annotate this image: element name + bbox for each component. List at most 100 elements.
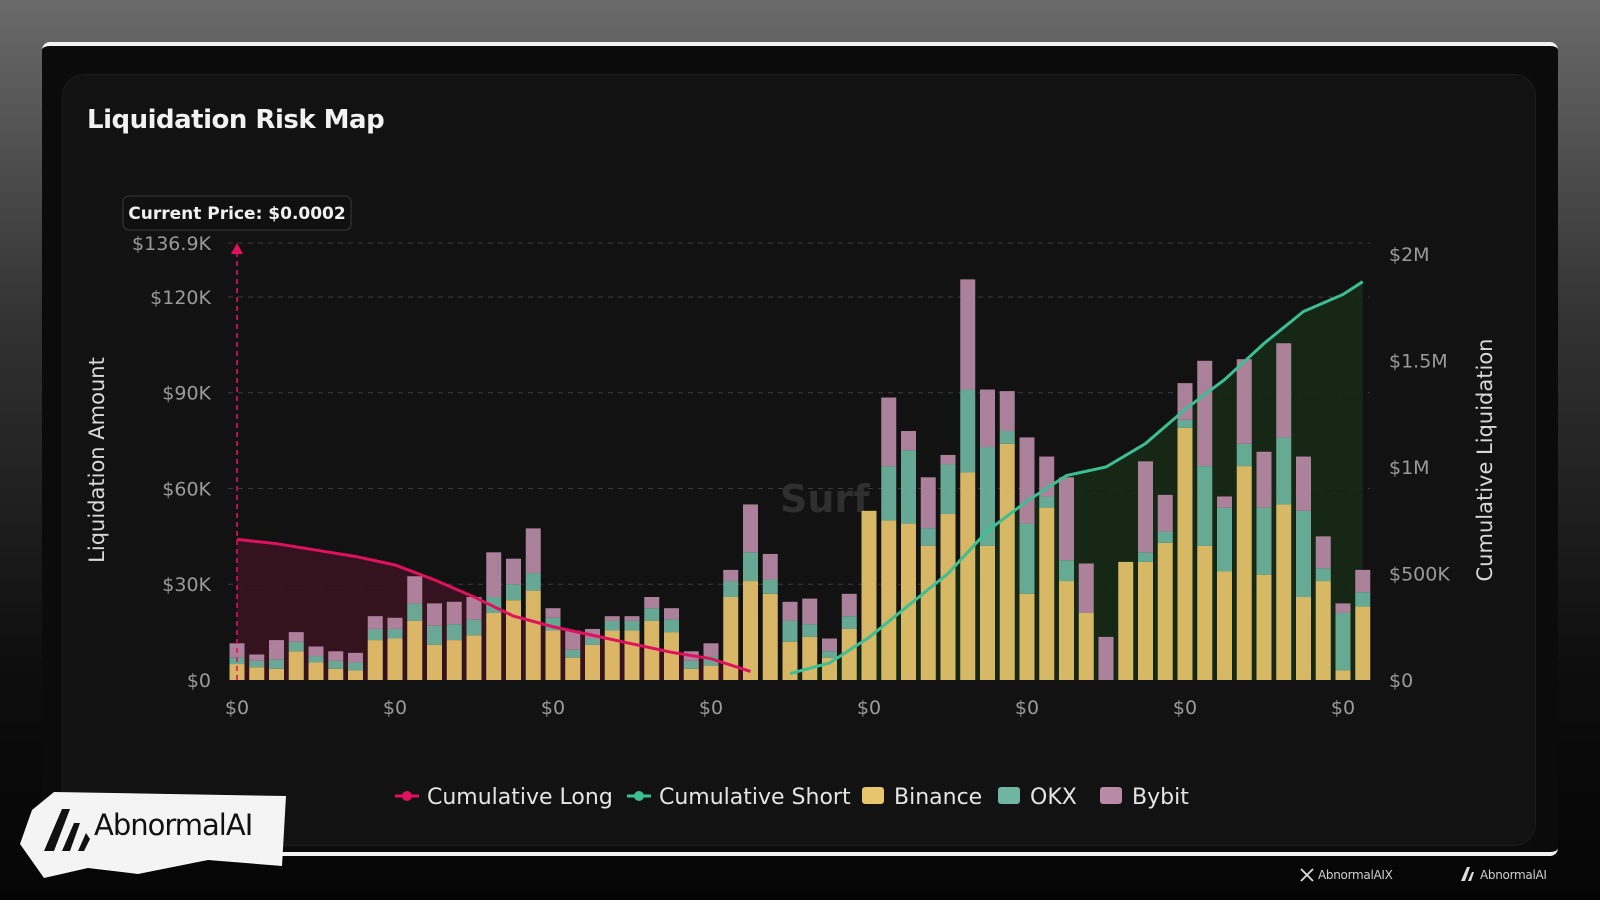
x-tick-label: $0 (1173, 697, 1197, 719)
binance-bar (486, 612, 502, 680)
bybit-bar (1256, 451, 1272, 508)
abnormal-logo-icon (44, 809, 90, 851)
bybit-bar (841, 593, 857, 617)
binance-bar (229, 664, 245, 680)
binance-bar (348, 670, 363, 680)
binance-bar (999, 443, 1015, 680)
bybit-bar (743, 504, 758, 553)
okx-bar (604, 620, 620, 631)
binance-bar (1335, 670, 1351, 680)
binance-bar (1315, 581, 1331, 680)
legend-item: Cumulative Short (659, 785, 851, 810)
binance-bar (841, 628, 857, 680)
bybit-bar (545, 608, 561, 618)
okx-bar (308, 656, 324, 663)
bybit-bar (1217, 496, 1232, 508)
binance-bar (446, 640, 462, 680)
x-tick-label: $0 (225, 697, 249, 719)
bybit-bar (940, 454, 956, 465)
binance-bar (802, 636, 818, 680)
bybit-bar (506, 558, 521, 585)
okx-bar (782, 620, 798, 642)
y-axis-title: Liquidation Amount (85, 357, 109, 563)
bybit-bar (387, 617, 403, 629)
okx-bar (743, 552, 758, 582)
okx-bar (407, 603, 423, 621)
current-price-label: Current Price: $0.0002 (128, 204, 345, 224)
bybit-bar (525, 528, 541, 574)
bybit-bar (1276, 343, 1292, 438)
bybit-bar (446, 601, 462, 625)
binance-bar (940, 514, 956, 680)
binance-bar (920, 545, 936, 680)
binance-bar (703, 665, 719, 680)
binance-bar (1296, 597, 1311, 680)
okx-bar (1039, 496, 1055, 508)
bybit-bar (1157, 494, 1173, 532)
okx-bar (881, 466, 897, 521)
binance-bar (683, 668, 699, 680)
bybit-bar (703, 643, 719, 657)
binance-bar (466, 635, 482, 680)
footer-handle[interactable]: AbnormalAIX (1318, 868, 1393, 882)
bybit-bar (427, 603, 442, 626)
binance-bar (723, 597, 739, 680)
binance-bar (308, 662, 324, 680)
binance-bar (1138, 561, 1153, 680)
okx-bar (1256, 507, 1272, 575)
bybit-bar (565, 630, 581, 650)
okx-bar (1197, 466, 1213, 546)
bybit-bar (782, 601, 798, 621)
legend-dot-icon (634, 791, 644, 801)
okx-bar (1315, 568, 1331, 582)
binance-bar (367, 640, 383, 680)
okx-bar (565, 649, 581, 658)
bybit-bar (1236, 359, 1252, 444)
okx-bar (1236, 443, 1252, 467)
bybit-bar (644, 597, 660, 609)
bybit-bar (762, 553, 778, 580)
okx-bar (525, 573, 541, 591)
bybit-bar (1355, 569, 1371, 593)
bybit-bar (348, 652, 363, 663)
legend-swatch-icon (1100, 787, 1122, 804)
okx-bar (802, 624, 818, 637)
binance-bar (288, 651, 304, 680)
bybit-bar (407, 576, 423, 604)
okx-bar (664, 619, 679, 633)
okx-bar (269, 659, 284, 669)
okx-bar (1296, 510, 1311, 598)
okx-bar (980, 446, 995, 546)
binance-bar (328, 668, 344, 680)
binance-bar (1157, 542, 1173, 680)
binance-bar (525, 590, 541, 680)
bybit-bar (822, 638, 837, 652)
okx-bar (466, 619, 482, 636)
binance-bar (1177, 427, 1193, 680)
okx-bar (822, 651, 837, 658)
bybit-bar (466, 597, 482, 620)
okx-bar (644, 608, 660, 621)
binance-bar (624, 630, 640, 680)
binance-bar (901, 523, 916, 680)
okx-bar (249, 660, 265, 668)
y2-tick-label: $0 (1389, 670, 1413, 692)
bybit-bar (269, 640, 284, 660)
okx-bar (446, 624, 462, 641)
legend-swatch-icon (998, 787, 1020, 804)
x-tick-label: $0 (541, 697, 565, 719)
x-logo-icon (1300, 868, 1314, 882)
bybit-bar (901, 431, 916, 451)
bybit-bar (1296, 456, 1311, 511)
okx-bar (683, 660, 699, 669)
okx-bar (1177, 419, 1193, 428)
okx-bar (506, 584, 521, 601)
legend-item: Bybit (1132, 785, 1189, 810)
bybit-bar (604, 616, 620, 621)
x-tick-label: $0 (1331, 697, 1355, 719)
binance-bar (881, 520, 897, 680)
binance-bar (545, 630, 561, 680)
binance-bar (980, 545, 995, 680)
okx-bar (348, 662, 363, 671)
